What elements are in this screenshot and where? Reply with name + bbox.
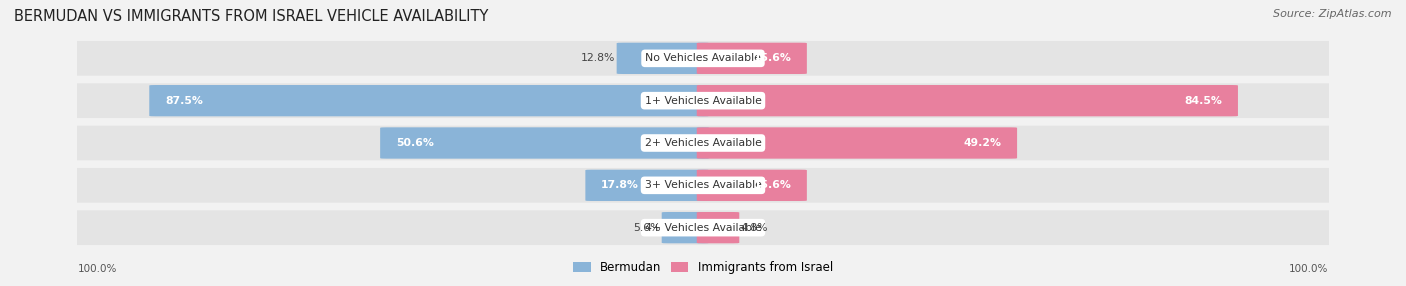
FancyBboxPatch shape — [585, 170, 709, 201]
FancyBboxPatch shape — [697, 127, 1017, 159]
FancyBboxPatch shape — [697, 85, 1237, 116]
FancyBboxPatch shape — [65, 168, 1341, 203]
Legend: Bermudan, Immigrants from Israel: Bermudan, Immigrants from Israel — [572, 261, 834, 274]
FancyBboxPatch shape — [662, 212, 709, 243]
Text: 12.8%: 12.8% — [581, 53, 616, 63]
Text: 87.5%: 87.5% — [165, 96, 202, 106]
Text: 15.6%: 15.6% — [754, 53, 792, 63]
Text: 5.6%: 5.6% — [633, 223, 661, 233]
Text: 84.5%: 84.5% — [1184, 96, 1222, 106]
FancyBboxPatch shape — [149, 85, 709, 116]
FancyBboxPatch shape — [65, 41, 1341, 76]
Text: 4.8%: 4.8% — [741, 223, 768, 233]
Text: 2+ Vehicles Available: 2+ Vehicles Available — [644, 138, 762, 148]
Text: 15.6%: 15.6% — [754, 180, 792, 190]
FancyBboxPatch shape — [65, 126, 1341, 160]
Text: 100.0%: 100.0% — [1289, 264, 1329, 274]
FancyBboxPatch shape — [697, 170, 807, 201]
Text: 4+ Vehicles Available: 4+ Vehicles Available — [644, 223, 762, 233]
Text: 49.2%: 49.2% — [963, 138, 1001, 148]
Text: 1+ Vehicles Available: 1+ Vehicles Available — [644, 96, 762, 106]
FancyBboxPatch shape — [697, 43, 807, 74]
Text: Source: ZipAtlas.com: Source: ZipAtlas.com — [1274, 9, 1392, 19]
FancyBboxPatch shape — [617, 43, 709, 74]
FancyBboxPatch shape — [65, 210, 1341, 245]
Text: No Vehicles Available: No Vehicles Available — [645, 53, 761, 63]
FancyBboxPatch shape — [380, 127, 709, 159]
Text: BERMUDAN VS IMMIGRANTS FROM ISRAEL VEHICLE AVAILABILITY: BERMUDAN VS IMMIGRANTS FROM ISRAEL VEHIC… — [14, 9, 488, 23]
Text: 17.8%: 17.8% — [600, 180, 638, 190]
Text: 100.0%: 100.0% — [77, 264, 117, 274]
FancyBboxPatch shape — [65, 83, 1341, 118]
Text: 3+ Vehicles Available: 3+ Vehicles Available — [644, 180, 762, 190]
FancyBboxPatch shape — [697, 212, 740, 243]
Text: 50.6%: 50.6% — [396, 138, 433, 148]
